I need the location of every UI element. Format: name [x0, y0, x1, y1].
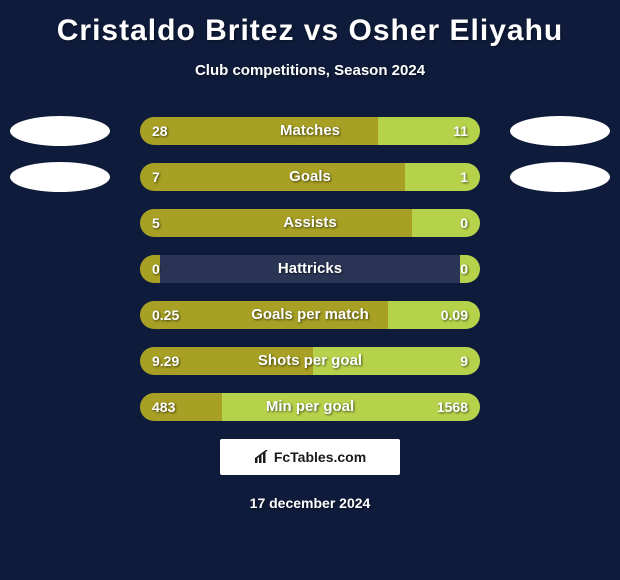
- stat-bar-track: Matches2811: [140, 117, 480, 145]
- player1-avatar: [10, 162, 110, 192]
- subtitle: Club competitions, Season 2024: [0, 62, 620, 79]
- stat-label: Hattricks: [140, 255, 480, 283]
- stat-bar-track: Hattricks00: [140, 255, 480, 283]
- watermark-text: FcTables.com: [274, 449, 366, 465]
- date-label: 17 december 2024: [0, 495, 620, 511]
- stat-bar-track: Min per goal4831568: [140, 393, 480, 421]
- stat-row: Min per goal4831568: [0, 393, 620, 421]
- stat-bar-left: [140, 301, 388, 329]
- stat-bar-left: [140, 117, 378, 145]
- stat-bar-right: [378, 117, 480, 145]
- stat-bar-right: [222, 393, 480, 421]
- stat-bar-track: Goals71: [140, 163, 480, 191]
- stat-row: Goals71: [0, 163, 620, 191]
- stat-bar-left: [140, 393, 222, 421]
- stat-row: Hattricks00: [0, 255, 620, 283]
- stat-bar-left: [140, 347, 313, 375]
- stat-bar-left: [140, 255, 160, 283]
- stat-bar-right: [412, 209, 480, 237]
- stat-row: Assists50: [0, 209, 620, 237]
- stat-bar-right: [388, 301, 480, 329]
- stat-bar-track: Goals per match0.250.09: [140, 301, 480, 329]
- stat-bar-left: [140, 209, 412, 237]
- watermark-badge: FcTables.com: [220, 439, 400, 475]
- comparison-card: Cristaldo Britez vs Osher Eliyahu Club c…: [0, 0, 620, 580]
- stat-row: Matches2811: [0, 117, 620, 145]
- stat-bar-right: [313, 347, 480, 375]
- chart-icon: [254, 450, 270, 464]
- stat-row: Shots per goal9.299: [0, 347, 620, 375]
- stat-bar-right: [405, 163, 480, 191]
- stat-bar-right: [460, 255, 480, 283]
- stat-bar-left: [140, 163, 405, 191]
- player1-avatar: [10, 116, 110, 146]
- page-title: Cristaldo Britez vs Osher Eliyahu: [0, 14, 620, 48]
- stat-bar-track: Assists50: [140, 209, 480, 237]
- stats-chart: Matches2811 Goals71 Assists50 Hattricks00 Go…: [0, 117, 620, 421]
- stat-bar-track: Shots per goal9.299: [140, 347, 480, 375]
- stat-row: Goals per match0.250.09: [0, 301, 620, 329]
- player2-avatar: [510, 116, 610, 146]
- player2-avatar: [510, 162, 610, 192]
